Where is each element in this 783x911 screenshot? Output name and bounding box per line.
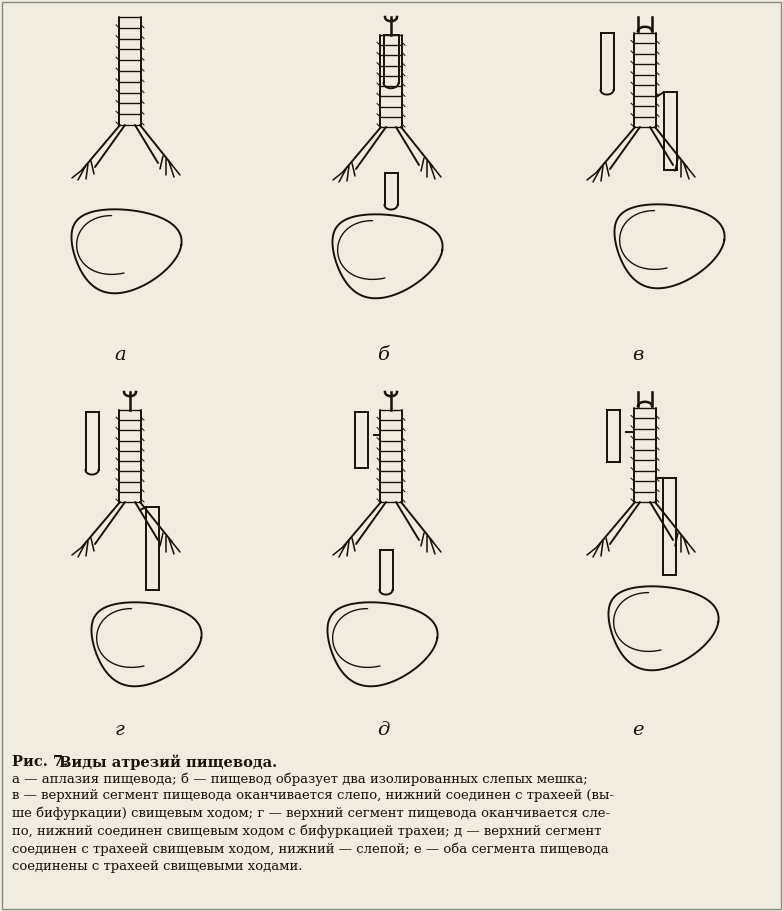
Text: а — аплазия пищевода; б — пищевод образует два изолированных слепых мешка;
в — в: а — аплазия пищевода; б — пищевод образу… bbox=[12, 772, 614, 873]
Text: в: в bbox=[633, 346, 644, 364]
Text: г: г bbox=[115, 721, 125, 739]
Text: е: е bbox=[632, 721, 644, 739]
Text: а: а bbox=[114, 346, 126, 364]
Text: Рис. 7.: Рис. 7. bbox=[12, 755, 68, 769]
Text: б: б bbox=[377, 346, 389, 364]
Text: д: д bbox=[377, 721, 389, 739]
Text: Виды атрезий пищевода.: Виды атрезий пищевода. bbox=[54, 755, 277, 771]
